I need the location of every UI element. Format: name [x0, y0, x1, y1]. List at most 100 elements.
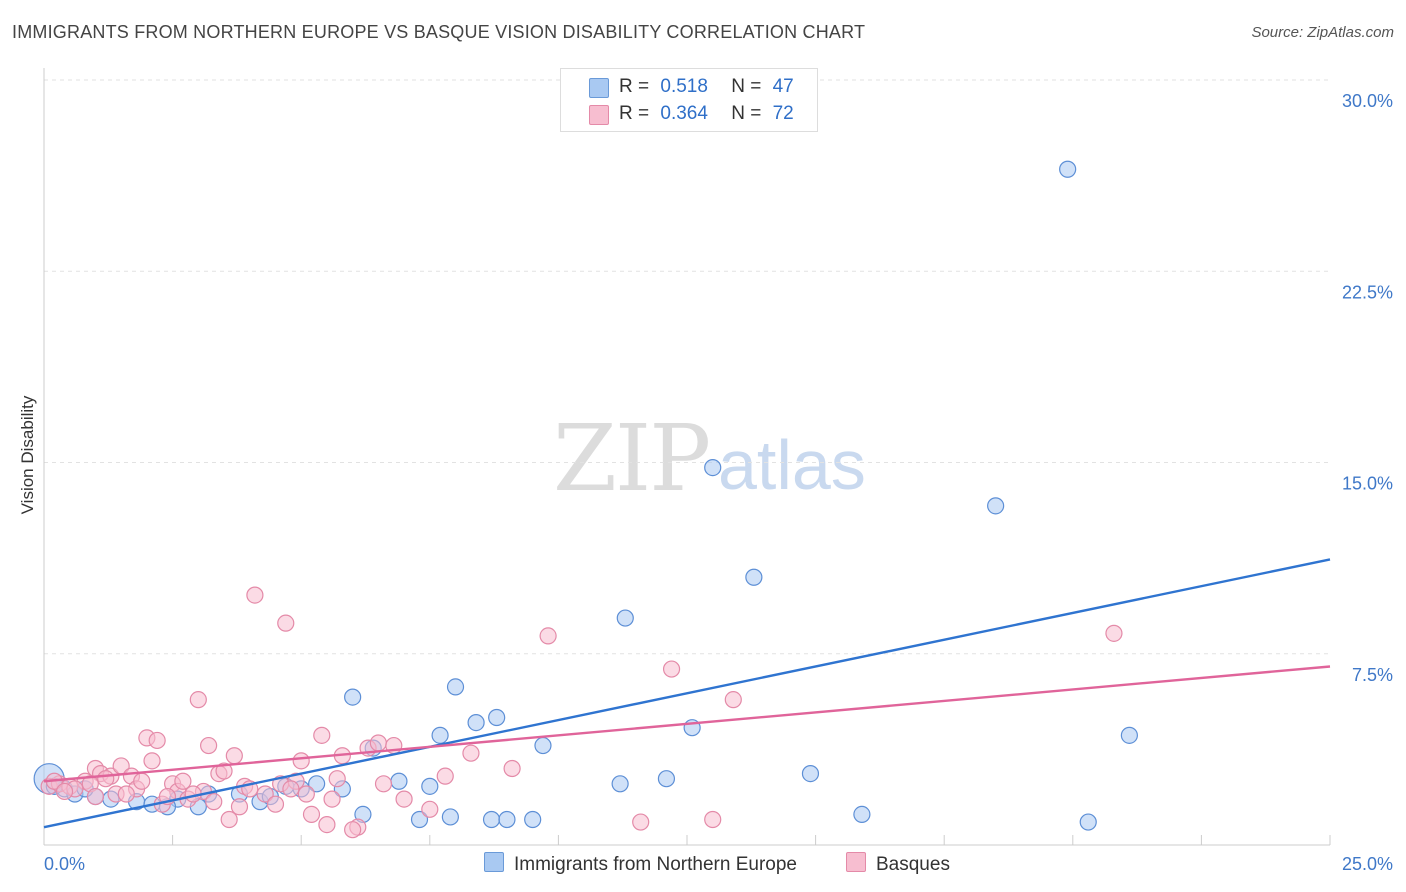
source-label: Source: ZipAtlas.com: [1251, 24, 1394, 41]
point-northern-europe: [488, 708, 506, 727]
point-northern-europe: [853, 805, 871, 824]
series-name: Immigrants from Northern Europe: [514, 854, 797, 875]
x-tick-label: 25.0%: [1342, 854, 1393, 874]
point-basques: [205, 793, 223, 811]
point-northern-europe: [745, 568, 763, 586]
watermark-atlas: atlas: [718, 426, 866, 504]
legend-r-value: 0.364: [660, 103, 708, 124]
point-basques: [724, 691, 742, 709]
point-basques: [189, 691, 207, 709]
legend-r-label: R =: [619, 103, 650, 124]
point-basques: [369, 734, 387, 752]
point-northern-europe: [441, 808, 459, 826]
point-northern-europe: [657, 770, 676, 788]
chart-title: IMMIGRANTS FROM NORTHERN EUROPE VS BASQU…: [12, 22, 866, 42]
point-basques: [503, 759, 521, 778]
series-legend-basques: Basques: [846, 852, 950, 876]
grid-lines: [44, 79, 1330, 655]
point-basques: [246, 586, 264, 604]
series-name: Basques: [876, 854, 950, 875]
watermark-zip: ZIP: [553, 405, 711, 512]
x-tick-label: 0.0%: [44, 854, 85, 874]
point-northern-europe: [410, 810, 429, 829]
point-basques: [133, 772, 151, 790]
point-northern-europe: [611, 775, 629, 793]
point-basques: [704, 810, 722, 829]
point-basques: [436, 767, 454, 785]
correlation-legend: R = 0.518 N = 47 R = 0.364 N = 72: [560, 68, 818, 132]
point-basques: [344, 821, 362, 839]
point-basques: [421, 800, 439, 818]
point-basques: [282, 780, 300, 798]
point-basques: [632, 813, 650, 831]
data-points: [33, 160, 1138, 839]
point-basques: [374, 775, 393, 793]
point-basques: [313, 726, 331, 744]
legend-swatch-blue: [589, 78, 609, 98]
series-swatch-blue: [484, 852, 504, 872]
point-northern-europe: [1079, 813, 1097, 831]
y-tick-label: 15.0%: [1342, 474, 1393, 494]
point-northern-europe: [421, 777, 439, 795]
point-basques: [662, 660, 681, 678]
point-northern-europe: [467, 713, 485, 732]
point-basques: [230, 798, 249, 816]
point-northern-europe: [534, 736, 552, 755]
point-basques: [55, 782, 74, 801]
point-basques: [297, 785, 315, 803]
trend-line-basques: [43, 665, 1331, 783]
point-basques: [220, 810, 238, 829]
point-basques: [266, 795, 285, 813]
legend-n-label: N =: [731, 76, 762, 97]
point-northern-europe: [431, 726, 449, 744]
point-northern-europe: [344, 688, 362, 706]
legend-n-value: 72: [772, 103, 794, 124]
point-basques: [97, 770, 115, 788]
legend-r-label: R =: [619, 76, 650, 97]
point-northern-europe: [498, 810, 516, 829]
point-northern-europe: [616, 609, 634, 627]
legend-swatch-pink: [589, 105, 609, 125]
point-northern-europe: [390, 772, 408, 790]
legend-n-value: 47: [772, 76, 794, 97]
point-basques: [292, 752, 310, 770]
point-basques: [277, 614, 295, 632]
point-basques: [323, 790, 341, 808]
point-basques: [225, 747, 243, 765]
trend-line-northern-europe: [43, 558, 1331, 829]
series-legend-northern-europe: Immigrants from Northern Europe: [484, 852, 797, 876]
point-basques: [462, 744, 480, 762]
point-basques: [143, 752, 161, 770]
point-northern-europe: [308, 775, 326, 793]
y-tick-label: 7.5%: [1352, 665, 1393, 685]
point-basques: [318, 815, 336, 834]
point-basques: [539, 627, 557, 645]
point-basques: [148, 731, 166, 750]
y-axis-label: Vision Disability: [18, 395, 37, 515]
legend-n-label: N =: [731, 103, 762, 124]
point-northern-europe: [446, 678, 465, 696]
point-basques: [215, 762, 233, 780]
point-basques: [1105, 624, 1123, 642]
point-basques: [395, 790, 413, 808]
tick-labels: 7.5% 15.0% 22.5% 30.0% 0.0% 25.0%: [44, 91, 1393, 874]
point-basques: [200, 736, 218, 755]
point-northern-europe: [524, 810, 542, 829]
point-northern-europe: [482, 810, 501, 829]
point-basques: [86, 787, 105, 806]
series-swatch-pink: [846, 852, 866, 872]
trend-lines: [43, 558, 1331, 829]
point-northern-europe: [987, 497, 1005, 515]
point-basques: [256, 785, 274, 803]
y-tick-label: 30.0%: [1342, 91, 1393, 111]
y-tick-label: 22.5%: [1342, 282, 1393, 302]
axes: [43, 68, 1331, 846]
point-northern-europe: [801, 764, 820, 783]
point-basques: [174, 772, 192, 790]
point-basques: [117, 785, 135, 803]
point-basques: [328, 770, 346, 788]
point-northern-europe: [704, 459, 722, 477]
point-basques: [302, 805, 321, 824]
point-northern-europe: [1120, 726, 1138, 744]
